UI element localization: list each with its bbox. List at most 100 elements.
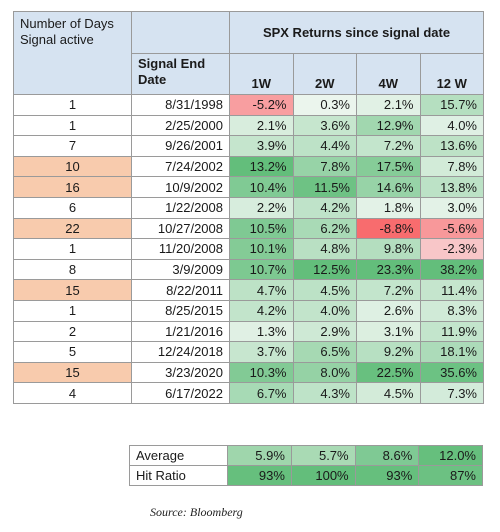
table-body: Number of Days Signal active SPX Returns… bbox=[13, 11, 484, 404]
days-active-cell: 7 bbox=[13, 135, 132, 157]
return-cell: 3.7% bbox=[229, 341, 294, 363]
days-active-cell: 15 bbox=[13, 361, 132, 384]
signal-date-cell: 1/21/2016 bbox=[131, 320, 230, 343]
period-header-1w: 1W bbox=[229, 53, 294, 95]
summary-body: Average 5.9% 5.7% 8.6% 12.0% Hit Ratio 93% 100%… bbox=[128, 445, 483, 486]
return-cell: 8.0% bbox=[292, 361, 357, 384]
days-active-cell: 1 bbox=[13, 299, 132, 322]
return-cell: -2.3% bbox=[419, 238, 484, 260]
return-cell: 7.3% bbox=[419, 382, 484, 404]
return-cell: 3.0% bbox=[419, 196, 484, 219]
return-cell: 9.8% bbox=[356, 238, 421, 260]
signal-date-cell: 6/17/2022 bbox=[131, 382, 230, 404]
table-row: 4 6/17/2022 6.7% 4.3% 4.5% 7.3% bbox=[13, 382, 484, 404]
signal-date-cell: 8/25/2015 bbox=[131, 299, 230, 322]
return-cell: 12.9% bbox=[356, 114, 421, 137]
return-cell: 35.6% bbox=[419, 361, 484, 384]
summary-value-cell: 93% bbox=[354, 465, 420, 486]
return-cell: 4.7% bbox=[229, 279, 294, 301]
return-cell: 11.4% bbox=[419, 279, 484, 301]
days-active-cell: 4 bbox=[13, 382, 132, 404]
return-cell: 8.3% bbox=[419, 299, 484, 322]
return-cell: 10.3% bbox=[229, 361, 294, 384]
return-cell: 3.6% bbox=[292, 114, 357, 137]
return-cell: 6.2% bbox=[292, 217, 357, 240]
summary-value-cell: 8.6% bbox=[354, 445, 420, 466]
return-cell: 13.2% bbox=[229, 155, 294, 178]
return-cell: 38.2% bbox=[419, 258, 484, 281]
return-cell: 17.5% bbox=[356, 155, 421, 178]
return-cell: 4.2% bbox=[229, 299, 294, 322]
days-active-cell: 5 bbox=[13, 341, 132, 363]
summary-value-cell: 5.9% bbox=[227, 445, 292, 466]
table-row: 15 3/23/2020 10.3% 8.0% 22.5% 35.6% bbox=[13, 361, 484, 384]
table-row: 1 11/20/2008 10.1% 4.8% 9.8% -2.3% bbox=[13, 238, 484, 260]
header-row-top: Number of Days Signal active SPX Returns… bbox=[13, 11, 484, 95]
signal-date-cell: 11/20/2008 bbox=[131, 238, 230, 260]
days-active-cell: 16 bbox=[13, 176, 132, 198]
signal-date-cell: 3/23/2020 bbox=[131, 361, 230, 384]
summary-label: Hit Ratio bbox=[128, 465, 229, 486]
summary-table: Average 5.9% 5.7% 8.6% 12.0% Hit Ratio 93% 100%… bbox=[128, 445, 483, 486]
summary-row: Average 5.9% 5.7% 8.6% 12.0% bbox=[128, 445, 483, 466]
signal-date-cell: 7/24/2002 bbox=[131, 155, 230, 178]
return-cell: 10.5% bbox=[229, 217, 294, 240]
return-cell: 2.1% bbox=[229, 114, 294, 137]
return-cell: 22.5% bbox=[356, 361, 421, 384]
table-row: 1 2/25/2000 2.1% 3.6% 12.9% 4.0% bbox=[13, 114, 484, 137]
period-header-2w: 2W bbox=[292, 53, 357, 95]
return-cell: 6.5% bbox=[292, 341, 357, 363]
return-cell: 4.3% bbox=[292, 382, 357, 404]
return-cell: 11.5% bbox=[292, 176, 357, 198]
return-cell: 10.7% bbox=[229, 258, 294, 281]
return-cell: -5.2% bbox=[229, 94, 294, 116]
return-cell: 11.9% bbox=[419, 320, 484, 343]
return-cell: 23.3% bbox=[356, 258, 421, 281]
table-row: 7 9/26/2001 3.9% 4.4% 7.2% 13.6% bbox=[13, 135, 484, 157]
return-cell: 4.5% bbox=[356, 382, 421, 404]
signal-date-cell: 2/25/2000 bbox=[131, 114, 230, 137]
table-row: 6 1/22/2008 2.2% 4.2% 1.8% 3.0% bbox=[13, 196, 484, 219]
return-cell: 9.2% bbox=[356, 341, 421, 363]
return-cell: 15.7% bbox=[419, 94, 484, 116]
return-cell: 2.2% bbox=[229, 196, 294, 219]
days-active-cell: 15 bbox=[13, 279, 132, 301]
return-cell: 2.6% bbox=[356, 299, 421, 322]
return-cell: 3.1% bbox=[356, 320, 421, 343]
return-cell: 4.2% bbox=[292, 196, 357, 219]
header-row-sub: Signal End Date 1W 2W 4W 12 W bbox=[14, 53, 484, 95]
days-active-cell: 8 bbox=[13, 258, 132, 281]
signal-date-cell: 1/22/2008 bbox=[131, 196, 230, 219]
return-cell: 7.8% bbox=[292, 155, 357, 178]
summary-value-cell: 5.7% bbox=[290, 445, 356, 466]
signal-date-cell: 12/24/2018 bbox=[131, 341, 230, 363]
return-cell: 2.1% bbox=[356, 94, 421, 116]
return-cell: 3.9% bbox=[229, 135, 294, 157]
signal-date-cell: 8/22/2011 bbox=[131, 279, 230, 301]
signal-date-cell: 8/31/1998 bbox=[131, 94, 230, 116]
summary-value-cell: 87% bbox=[418, 465, 483, 486]
days-active-cell: 1 bbox=[13, 94, 132, 116]
days-active-cell: 6 bbox=[13, 196, 132, 219]
days-active-cell: 10 bbox=[13, 155, 132, 178]
return-cell: 10.4% bbox=[229, 176, 294, 198]
signal-date-cell: 3/9/2009 bbox=[131, 258, 230, 281]
table-row: 1 8/25/2015 4.2% 4.0% 2.6% 8.3% bbox=[13, 299, 484, 322]
period-header-12w: 12 W bbox=[419, 53, 484, 95]
summary-value-cell: 12.0% bbox=[418, 445, 483, 466]
return-cell: 1.8% bbox=[356, 196, 421, 219]
days-active-cell: 1 bbox=[13, 114, 132, 137]
spx-returns-header: SPX Returns since signal date bbox=[229, 11, 484, 54]
signal-end-date-header: Signal End Date bbox=[131, 53, 230, 95]
return-cell: 12.5% bbox=[292, 258, 357, 281]
return-cell: -8.8% bbox=[356, 217, 421, 240]
return-cell: 0.3% bbox=[292, 94, 357, 116]
table-row: 8 3/9/2009 10.7% 12.5% 23.3% 38.2% bbox=[13, 258, 484, 281]
table-row: 2 1/21/2016 1.3% 2.9% 3.1% 11.9% bbox=[13, 320, 484, 343]
return-cell: 13.8% bbox=[419, 176, 484, 198]
return-cell: 10.1% bbox=[229, 238, 294, 260]
summary-label: Average bbox=[128, 445, 229, 466]
return-cell: 4.0% bbox=[292, 299, 357, 322]
return-cell: 7.2% bbox=[356, 279, 421, 301]
summary-value-cell: 100% bbox=[290, 465, 356, 486]
